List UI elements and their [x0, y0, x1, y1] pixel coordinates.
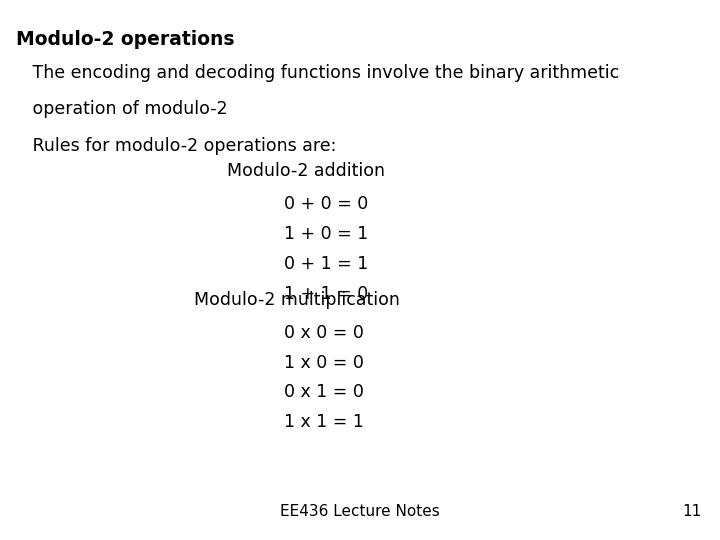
- Text: operation of modulo-2: operation of modulo-2: [16, 100, 228, 118]
- Text: 0 + 0 = 0: 0 + 0 = 0: [284, 195, 369, 213]
- Text: EE436 Lecture Notes: EE436 Lecture Notes: [280, 504, 440, 519]
- Text: 1 x 1 = 1: 1 x 1 = 1: [284, 413, 364, 431]
- Text: The encoding and decoding functions involve the binary arithmetic: The encoding and decoding functions invo…: [16, 64, 619, 82]
- Text: 0 + 1 = 1: 0 + 1 = 1: [284, 255, 369, 273]
- Text: 0 x 0 = 0: 0 x 0 = 0: [284, 324, 364, 342]
- Text: Rules for modulo-2 operations are:: Rules for modulo-2 operations are:: [16, 137, 336, 155]
- Text: 1 x 0 = 0: 1 x 0 = 0: [284, 354, 364, 372]
- Text: 0 x 1 = 0: 0 x 1 = 0: [284, 383, 364, 401]
- Text: 1 + 1 = 0: 1 + 1 = 0: [284, 285, 369, 302]
- Text: 1 + 0 = 1: 1 + 0 = 1: [284, 225, 369, 243]
- Text: Modulo-2 multiplication: Modulo-2 multiplication: [194, 291, 400, 308]
- Text: 11: 11: [683, 504, 702, 519]
- Text: Modulo-2 addition: Modulo-2 addition: [227, 162, 384, 180]
- Text: Modulo-2 operations: Modulo-2 operations: [16, 30, 234, 49]
